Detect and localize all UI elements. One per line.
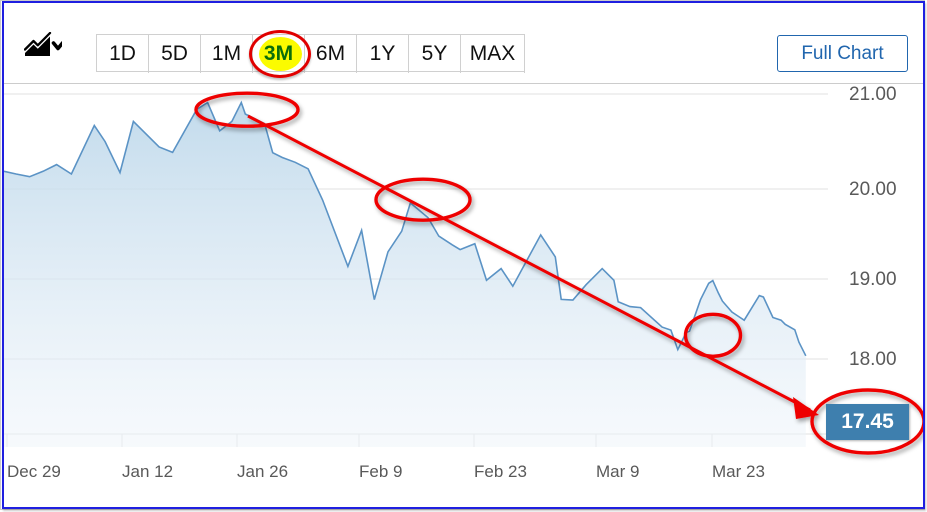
svg-text:Feb 9: Feb 9 [359, 462, 402, 481]
svg-text:20.00: 20.00 [849, 179, 897, 200]
svg-text:Jan 12: Jan 12 [122, 462, 173, 481]
svg-text:Jan 26: Jan 26 [237, 462, 288, 481]
svg-text:19.00: 19.00 [849, 269, 897, 290]
svg-text:Feb 23: Feb 23 [474, 462, 527, 481]
svg-text:18.00: 18.00 [849, 349, 897, 370]
svg-text:Mar 23: Mar 23 [712, 462, 765, 481]
svg-text:21.00: 21.00 [849, 85, 897, 105]
svg-text:Mar 9: Mar 9 [596, 462, 639, 481]
svg-text:Dec 29: Dec 29 [7, 462, 61, 481]
